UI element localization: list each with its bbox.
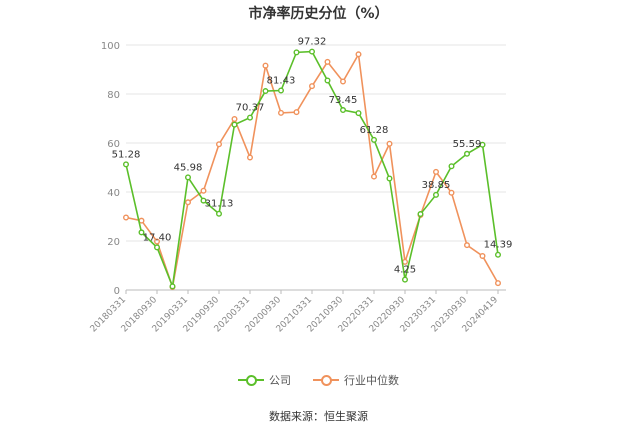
- legend-swatch-industry-median: [313, 374, 339, 386]
- data-point: [215, 210, 222, 217]
- data-point: [386, 175, 393, 182]
- y-tick-label: 40: [107, 188, 120, 199]
- data-label: 45.98: [174, 162, 203, 173]
- data-label: 4.25: [394, 265, 416, 276]
- data-point: [402, 258, 409, 265]
- data-point: [278, 109, 285, 116]
- data-label: 38.85: [422, 180, 451, 191]
- data-point: [293, 49, 300, 56]
- data-label: 17.40: [143, 232, 172, 243]
- legend-swatch-company: [238, 374, 264, 386]
- y-tick-label: 100: [101, 41, 120, 52]
- data-point: [479, 252, 486, 259]
- data-label: 31.13: [205, 199, 234, 210]
- data-point: [371, 136, 378, 143]
- data-label: 61.28: [360, 125, 389, 136]
- y-tick-label: 20: [107, 237, 120, 248]
- y-tick-label: 60: [107, 139, 120, 150]
- data-point: [464, 150, 471, 157]
- data-point: [340, 107, 347, 114]
- data-label: 51.28: [112, 149, 141, 160]
- data-point: [402, 276, 409, 283]
- data-source-note: 数据来源：恒生聚源: [269, 410, 368, 423]
- data-point: [231, 115, 238, 122]
- legend-item-industry-median[interactable]: 行业中位数: [313, 372, 399, 388]
- data-point: [122, 214, 129, 221]
- data-point: [231, 121, 238, 128]
- data-label: 73.45: [329, 95, 358, 106]
- data-label: 81.43: [267, 75, 296, 86]
- data-point: [184, 199, 191, 206]
- legend-label-industry-median: 行业中位数: [344, 374, 399, 387]
- data-label: 70.37: [236, 103, 265, 114]
- data-point: [417, 211, 424, 218]
- data-point: [479, 141, 486, 148]
- data-point: [324, 58, 331, 65]
- data-point: [246, 154, 253, 161]
- data-point: [262, 88, 269, 95]
- chart-legend: 公司 行业中位数: [0, 372, 637, 388]
- data-point: [448, 189, 455, 196]
- data-point: [433, 191, 440, 198]
- data-point: [153, 238, 160, 245]
- data-point: [246, 114, 253, 121]
- data-point: [433, 168, 440, 175]
- data-point: [278, 87, 285, 94]
- legend-item-company[interactable]: 公司: [238, 372, 291, 388]
- data-point: [293, 109, 300, 116]
- data-point: [464, 242, 471, 249]
- data-point: [495, 280, 502, 287]
- data-label: 14.39: [484, 240, 513, 251]
- data-point: [340, 78, 347, 85]
- data-point: [215, 141, 222, 148]
- chart-title: 市净率历史分位（%）: [248, 6, 389, 22]
- data-point: [371, 173, 378, 180]
- data-point: [309, 48, 316, 55]
- data-label: 97.32: [298, 37, 327, 48]
- data-point: [153, 244, 160, 251]
- data-point: [448, 163, 455, 170]
- data-point: [262, 62, 269, 69]
- data-point: [355, 51, 362, 58]
- y-tick-label: 0: [114, 286, 120, 297]
- data-point: [324, 77, 331, 84]
- data-point: [122, 161, 129, 168]
- data-point: [184, 174, 191, 181]
- data-point: [169, 283, 176, 290]
- data-point: [386, 140, 393, 147]
- data-point: [355, 110, 362, 117]
- legend-label-company: 公司: [269, 374, 291, 387]
- y-tick-label: 80: [107, 90, 120, 101]
- data-point: [200, 197, 207, 204]
- data-label: 55.59: [453, 139, 482, 150]
- data-point: [200, 187, 207, 194]
- data-point: [138, 229, 145, 236]
- data-point: [495, 251, 502, 258]
- data-point: [309, 83, 316, 90]
